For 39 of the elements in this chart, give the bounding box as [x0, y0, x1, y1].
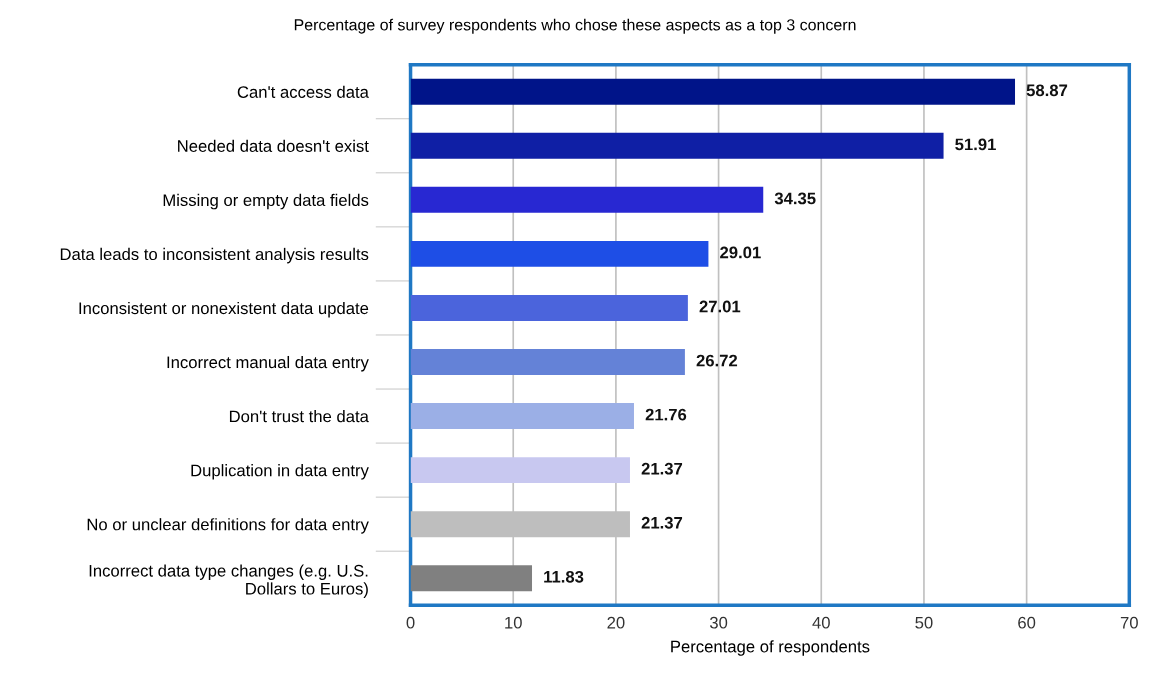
data-label: 58.87	[1026, 84, 1068, 97]
x-axis-title: Percentage of respondents	[671, 640, 870, 656]
data-label: 51.91	[955, 138, 996, 151]
y-tick-label: Incorrect manual data entry	[167, 355, 369, 372]
y-tick-label: Can't access data	[237, 85, 369, 98]
y-tick-label: Needed data doesn't exist	[178, 139, 369, 152]
x-tick-label: 50	[915, 616, 933, 629]
y-tick-label: Incorrect data type changes (e.g. U.S. Dollars to Euros)	[89, 564, 368, 598]
data-label: 21.76	[645, 408, 687, 421]
data-label: 11.83	[544, 570, 584, 583]
x-tick-label: 40	[812, 616, 830, 629]
bar	[410, 186, 764, 213]
bar	[410, 457, 630, 484]
data-label: 27.01	[699, 300, 741, 313]
y-tick-label: Don't trust the data	[229, 410, 369, 423]
bar	[410, 403, 634, 430]
data-label: 29.01	[720, 246, 761, 259]
data-label: 34.35	[774, 192, 816, 205]
x-tick-label: 10	[505, 616, 522, 629]
y-tick-label: No or unclear definitions for data entry	[87, 518, 369, 534]
x-tick-label: 30	[709, 616, 728, 629]
bar	[410, 132, 944, 159]
data-label: 21.37	[641, 516, 683, 529]
data-label: 26.72	[696, 354, 738, 367]
y-tick-label: Inconsistent or nonexistent data update	[79, 301, 369, 318]
x-tick-label: 70	[1120, 616, 1138, 629]
y-tick-label: Missing or empty data fields	[163, 193, 369, 210]
bar	[410, 349, 685, 375]
y-tick-label: Duplication in data entry	[191, 464, 369, 480]
x-tick-label: 20	[607, 616, 625, 629]
data-label: 21.37	[641, 462, 683, 475]
chart-title: Percentage of survey respondents who chose these aspects as a top 3 concern	[294, 18, 856, 34]
y-tick-label: Data leads to inconsistent analysis results	[60, 247, 369, 264]
x-tick-label: 0	[406, 616, 415, 629]
bar	[410, 565, 533, 592]
x-tick-label: 60	[1018, 616, 1036, 629]
bar	[410, 240, 709, 267]
bar	[410, 78, 1016, 105]
bar	[410, 294, 688, 321]
